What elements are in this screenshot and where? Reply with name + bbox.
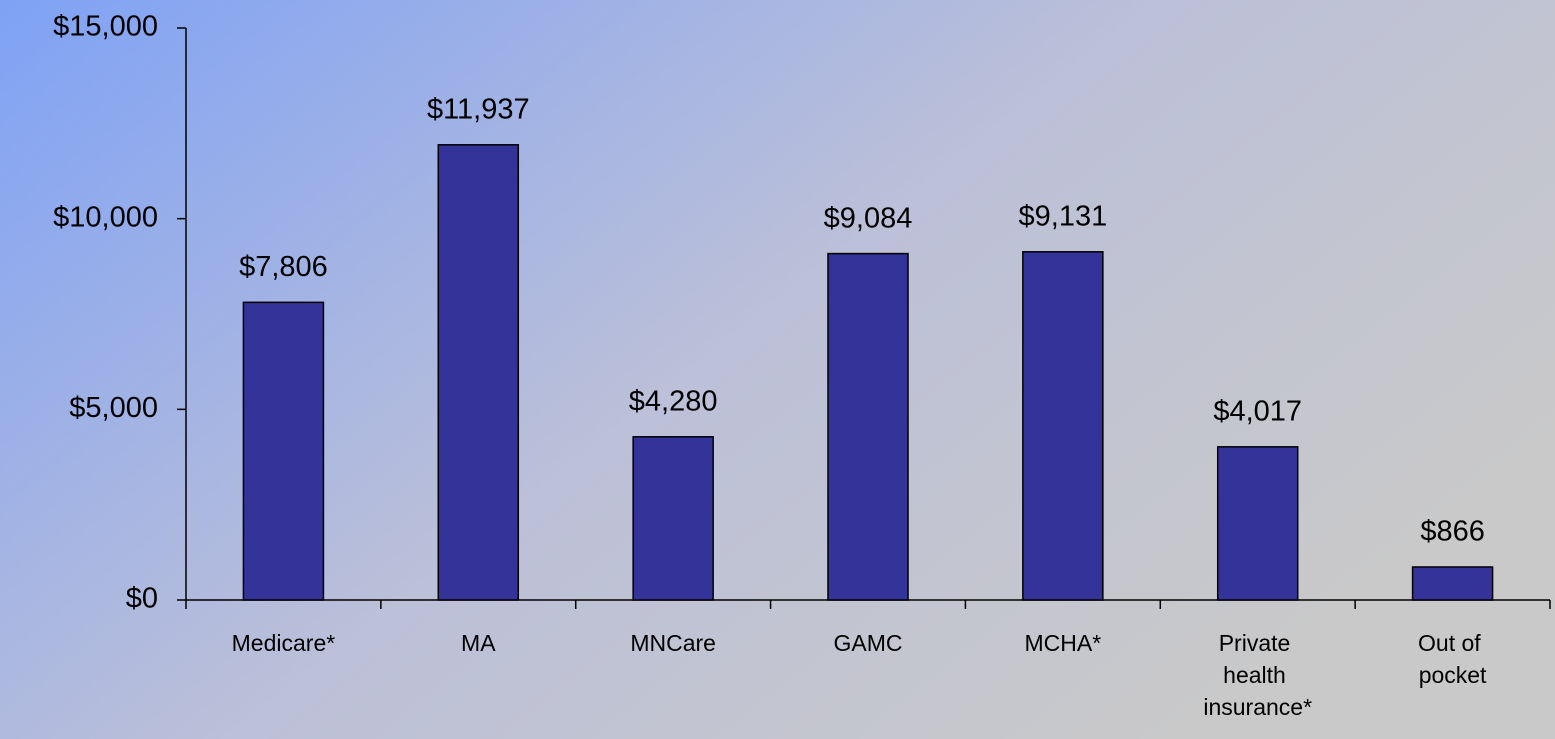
- bar: [437, 144, 520, 601]
- x-tick-label: MNCare: [630, 630, 716, 656]
- y-tick-label: $15,000: [53, 11, 158, 43]
- x-tick-label: MA: [461, 630, 496, 656]
- x-tick-label: Medicare*: [232, 630, 336, 656]
- bar: [1411, 566, 1494, 601]
- bar: [1216, 446, 1299, 601]
- value-label: $11,937: [427, 93, 530, 125]
- value-label: $9,084: [824, 202, 913, 234]
- bar: [1022, 251, 1104, 601]
- y-tick-label: $0: [126, 583, 158, 615]
- bar: [242, 301, 325, 601]
- value-label: $4,017: [1213, 395, 1302, 427]
- x-tick-label: MCHA*: [1025, 630, 1102, 656]
- y-tick-label: $5,000: [69, 392, 158, 424]
- value-label: $4,280: [629, 385, 718, 417]
- value-label: $9,131: [1019, 200, 1108, 232]
- x-tick-label: Out of pocket: [1418, 630, 1487, 688]
- x-tick-label: GAMC: [834, 630, 903, 656]
- x-tick-label: Private health insurance*: [1203, 630, 1312, 720]
- value-label: $866: [1420, 516, 1485, 548]
- bar: [827, 252, 909, 601]
- bar: [632, 436, 714, 601]
- y-tick-label: $10,000: [53, 201, 158, 233]
- value-label: $7,806: [239, 251, 328, 283]
